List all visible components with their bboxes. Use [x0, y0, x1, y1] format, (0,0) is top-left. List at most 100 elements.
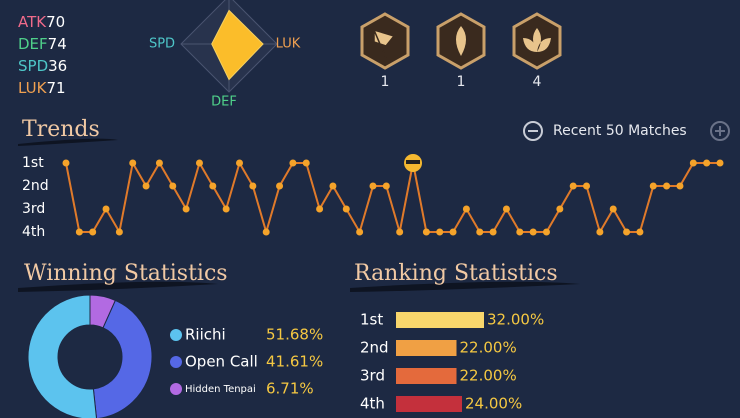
trend-point: [342, 205, 350, 213]
trend-point: [436, 228, 444, 236]
trend-point: [596, 228, 604, 236]
trend-point: [583, 182, 591, 190]
value-label: 51.68%: [266, 326, 323, 344]
trend-point: [195, 159, 203, 167]
trend-point: [182, 205, 190, 213]
stat-name: SPD: [18, 57, 48, 75]
trend-point: [316, 205, 324, 213]
trend-point: [489, 228, 497, 236]
trend-point: [556, 205, 564, 213]
badge-count: 4: [533, 74, 542, 90]
increase-button[interactable]: [710, 121, 730, 141]
trend-point: [155, 159, 163, 167]
trend-point: [102, 205, 110, 213]
trend-point: [649, 182, 657, 190]
legend-dot: [170, 356, 182, 368]
trend-point: [542, 228, 550, 236]
trend-point: [209, 182, 217, 190]
trend-point: [502, 205, 510, 213]
stat-value: 74: [48, 35, 67, 53]
trend-point: [75, 228, 83, 236]
brush-stroke: [350, 281, 580, 292]
chart-title: Winning Statistics: [24, 261, 228, 286]
donut-segment: [92, 299, 153, 418]
trend-point: [356, 228, 364, 236]
radar-label: DEF: [211, 95, 237, 110]
stat: SPD36: [18, 57, 67, 75]
trend-point: [676, 182, 684, 190]
trend-point: [369, 182, 377, 190]
legend-label: Riichi: [185, 326, 226, 344]
trend-chart: Trends Recent 50 Matches 1st 2nd 3rd 4th: [22, 117, 724, 240]
stat-value: 71: [46, 79, 65, 97]
trend-point: [115, 228, 123, 236]
badge: [436, 12, 486, 70]
chart-subtitle: Recent 50 Matches: [553, 123, 687, 139]
cat-glasses: [406, 160, 421, 164]
trend-point: [222, 205, 230, 213]
badge: [360, 12, 410, 70]
value-label: 22.00%: [460, 339, 517, 357]
stat: LUK71: [18, 79, 66, 97]
trend-point: [623, 228, 631, 236]
trend-point: [382, 182, 390, 190]
category-label: 1st: [360, 311, 383, 329]
radar: SPD LUK DEF: [149, 9, 301, 110]
category-label: 4th: [360, 395, 385, 413]
chart-title: Ranking Statistics: [354, 261, 558, 286]
y-tick-label: 3rd: [22, 201, 45, 217]
legend-dot: [170, 329, 182, 341]
trend-point: [276, 182, 284, 190]
chart-title: Trends: [22, 117, 100, 142]
y-tick-label: 1st: [22, 155, 44, 171]
stat-name: DEF: [18, 35, 48, 53]
y-tick-label: 2nd: [22, 178, 49, 194]
stat-name: LUK: [18, 79, 48, 97]
stat-value: 36: [48, 57, 67, 75]
value-label: 22.00%: [460, 367, 517, 385]
trend-point: [396, 228, 404, 236]
bar: [396, 340, 457, 356]
bar: [396, 368, 457, 384]
category-label: 3rd: [360, 367, 385, 385]
bar: [396, 396, 462, 412]
stat: DEF74: [18, 35, 67, 53]
trend-point: [703, 159, 711, 167]
trend-point: [129, 159, 137, 167]
badge-count: 1: [381, 74, 390, 90]
trend-point: [142, 182, 150, 190]
trend-point: [609, 205, 617, 213]
trend-point: [636, 228, 644, 236]
trend-point: [476, 228, 484, 236]
trend-point: [169, 182, 177, 190]
bar: [396, 312, 484, 328]
trend-point: [289, 159, 297, 167]
radar-label: LUK: [276, 37, 301, 52]
badge: [512, 12, 562, 70]
trend-point: [262, 228, 270, 236]
trend-point: [422, 228, 430, 236]
value-label: 24.00%: [465, 395, 522, 413]
trend-point: [249, 182, 257, 190]
legend-dot: [170, 383, 182, 395]
trend-point: [569, 182, 577, 190]
trend-point: [689, 159, 697, 167]
trend-point: [62, 159, 70, 167]
trend-point: [529, 228, 537, 236]
decrease-button[interactable]: [523, 121, 543, 141]
trend-point: [462, 205, 470, 213]
trend-point: [516, 228, 524, 236]
trend-point: [449, 228, 457, 236]
winning-chart: Winning Statistics Riichi 51.68% Open Call 4…: [24, 261, 323, 418]
value-label: 6.71%: [266, 380, 314, 398]
legend-label: Open Call: [185, 353, 258, 371]
trend-point: [236, 159, 244, 167]
y-tick-label: 4th: [22, 224, 45, 240]
radar-label: SPD: [149, 37, 175, 52]
value-label: 41.61%: [266, 353, 323, 371]
trend-point: [716, 159, 724, 167]
brush-stroke: [18, 138, 118, 146]
